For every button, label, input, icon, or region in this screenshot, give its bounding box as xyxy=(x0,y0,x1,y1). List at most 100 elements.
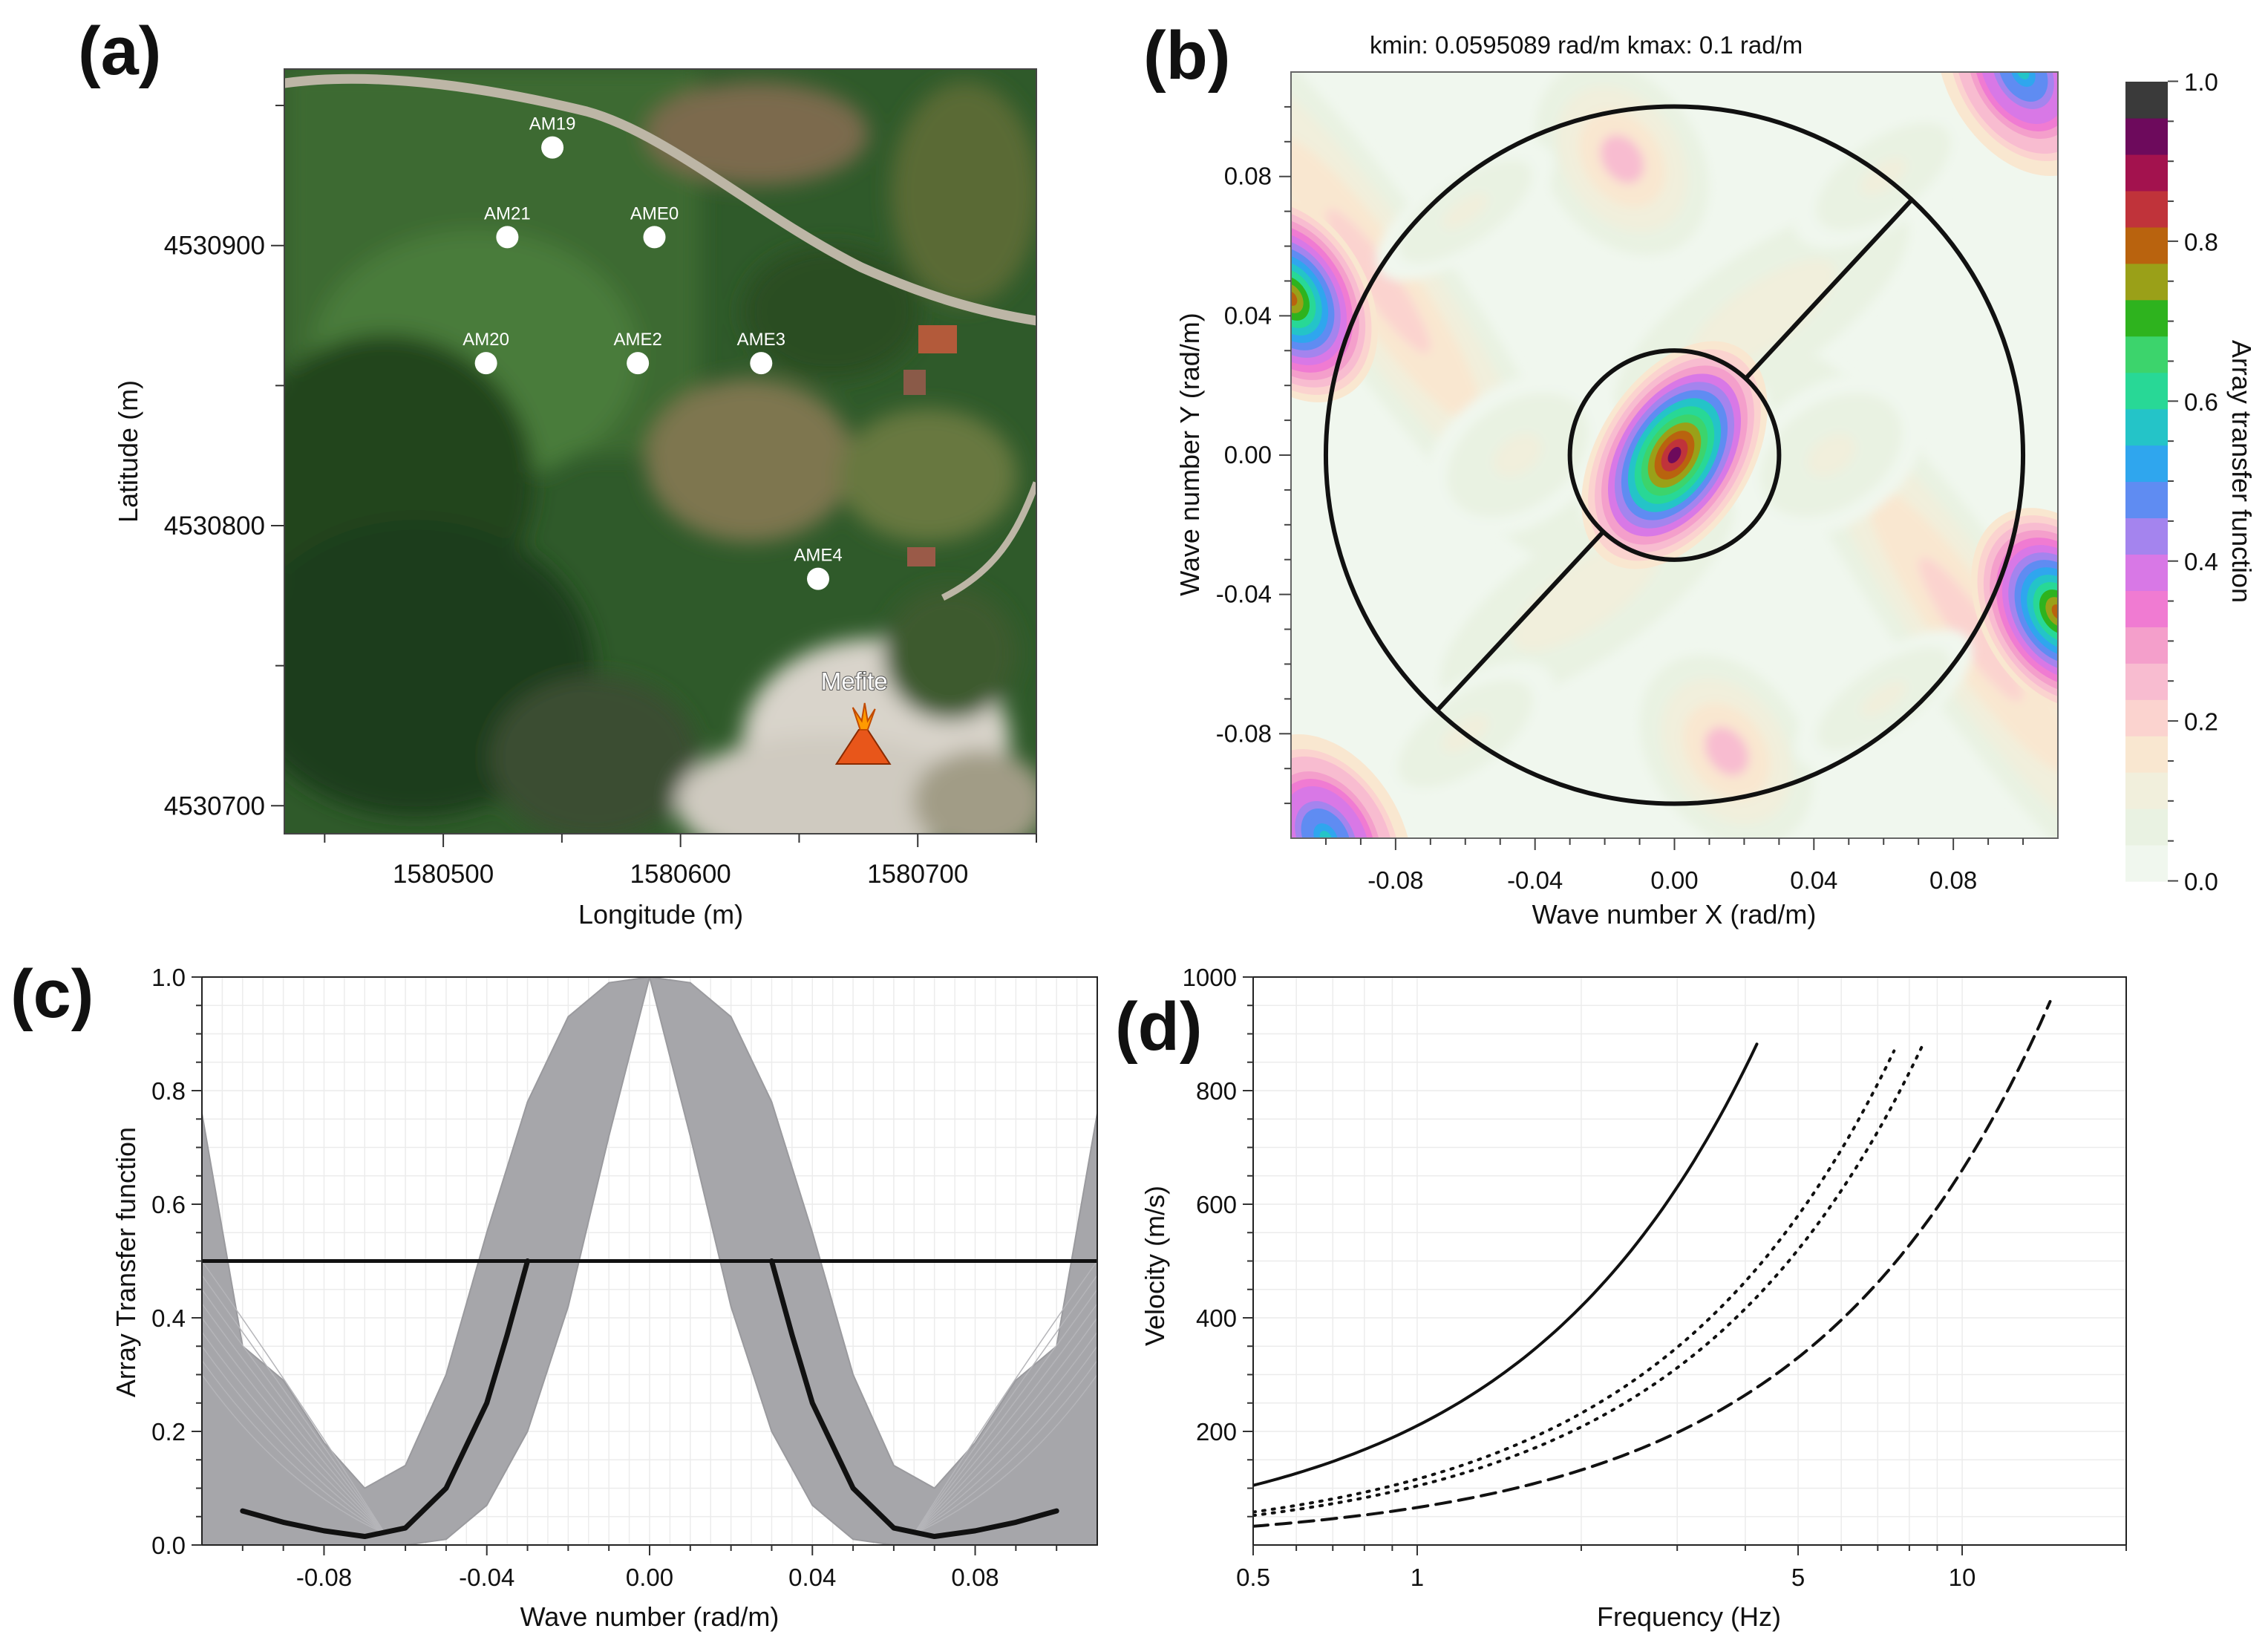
x-tick-label: 0.08 xyxy=(951,1564,999,1591)
resolution-curves xyxy=(1253,999,2052,1528)
mefite-label: Mefite xyxy=(821,667,888,695)
y-tick-label: 4530900 xyxy=(164,232,265,261)
y-tick-label: 0.6 xyxy=(151,1191,186,1218)
x-tick-label: 1 xyxy=(1411,1564,1424,1591)
fringe-line xyxy=(202,1303,386,1535)
wavenumber-circle xyxy=(1567,348,1782,562)
wavenumber-circles xyxy=(1323,104,2026,806)
x-tick-label: 0.00 xyxy=(1650,866,1698,894)
y-tick-label: 400 xyxy=(1196,1304,1237,1332)
x-tick-label: 0.04 xyxy=(788,1564,836,1591)
fringe-line xyxy=(913,1275,1097,1535)
y-tick-label: 0.8 xyxy=(151,1077,186,1105)
ridge-level xyxy=(1326,209,1431,353)
colorbar-tick-label: 1.0 xyxy=(2184,68,2218,96)
y-tick-label: 600 xyxy=(1196,1191,1237,1218)
colorbar-swatch xyxy=(2125,372,2168,410)
panel-c-xlabel: Wave number (rad/m) xyxy=(520,1601,780,1632)
atf-lines xyxy=(202,1258,1097,1540)
panel-b-axes: -0.08 -0.04 0.00 0.04 0.08 -0.08 -0.04 0.00 0.04… xyxy=(1216,105,2024,894)
building-roof xyxy=(918,325,957,353)
station-label: AM21 xyxy=(484,203,531,223)
panel-b-label: (b) xyxy=(1143,18,1230,94)
y-tick-label: 800 xyxy=(1196,1077,1237,1105)
panel-a-axes: 1580500 1580600 1580700 4530700 4530800 45309… xyxy=(164,105,1037,889)
colorbar-tick-label: 0.0 xyxy=(2184,868,2218,895)
station-marker xyxy=(541,136,564,159)
sidelobe-ridge xyxy=(1376,142,1555,281)
panel-d-grid xyxy=(1253,977,2127,1545)
fringe-line xyxy=(202,1261,386,1535)
colorbar-swatch xyxy=(2125,736,2168,773)
y-tick-label: -0.04 xyxy=(1216,581,1272,608)
y-tick-label: 0.4 xyxy=(151,1304,186,1332)
colorbar-swatch xyxy=(2125,554,2168,591)
volcano-icon xyxy=(834,702,892,765)
colorbar-swatch xyxy=(2125,699,2168,736)
satellite-image xyxy=(284,69,1036,834)
colorbar-swatch xyxy=(2125,190,2168,228)
x-tick-label: -0.08 xyxy=(1367,866,1423,894)
colorbar-tick-label: 0.6 xyxy=(2184,388,2218,416)
fringe-line xyxy=(913,1289,1097,1535)
colorbar-swatch xyxy=(2125,809,2168,846)
x-tick-label: -0.08 xyxy=(296,1564,352,1591)
fringe-line xyxy=(202,1289,386,1535)
contour-level xyxy=(2010,72,2036,87)
stations-layer: AM19 AM21 AME0 AM20 AME2 AME3 AME4 xyxy=(463,114,843,590)
y-tick-label: 4530700 xyxy=(164,791,265,820)
contour-level xyxy=(2045,597,2058,627)
colorbar-swatch xyxy=(2125,82,2168,119)
y-tick-label: 0.00 xyxy=(1224,441,1272,468)
station-marker xyxy=(627,352,650,375)
x-tick-label: -0.04 xyxy=(459,1564,514,1591)
velocity-curve-dotted-1 xyxy=(1253,1049,1896,1514)
colorbar-swatch xyxy=(2125,845,2168,882)
fringe-line xyxy=(913,1331,1097,1535)
y-tick-label: 0.04 xyxy=(1224,301,1272,329)
y-tick-label: 0.08 xyxy=(1224,163,1272,190)
y-tick-label: 1000 xyxy=(1183,964,1237,991)
wavenumber-circle xyxy=(1323,104,2026,806)
atf-curve-left xyxy=(240,1258,531,1540)
x-tick-label: 1580700 xyxy=(867,860,968,889)
colorbar-swatch xyxy=(2125,481,2168,519)
panel-d-ylabel: Velocity (m/s) xyxy=(1140,1186,1170,1346)
ridge-level xyxy=(1861,682,1906,716)
fringe-line xyxy=(914,1374,1097,1535)
volcano-eruption xyxy=(852,702,876,731)
colorbar-swatch xyxy=(2125,263,2168,301)
panel-c: (c) -0.08 -0.04 0.00 0.04 0.08 0.0 0.2 0.4 0.6 0.… xyxy=(10,956,1098,1632)
fringe-line xyxy=(202,1317,386,1535)
colorbar: 0.0 0.2 0.4 0.6 0.8 1.0 xyxy=(2125,68,2218,895)
panel-c-axes: -0.08 -0.04 0.00 0.04 0.08 0.0 0.2 0.4 0.6 0.8 1.0 xyxy=(151,964,1058,1591)
panel-b-title: kmin: 0.0595089 rad/m kmax: 0.1 rad/m xyxy=(1370,31,1803,59)
velocity-curve-dashed xyxy=(1253,999,2052,1528)
ridge-level xyxy=(1725,287,1799,344)
x-tick-label: 0.08 xyxy=(1929,866,1977,894)
x-tick-label: 1580500 xyxy=(393,860,494,889)
panel-b-ylabel: Wave number Y (rad/m) xyxy=(1174,313,1205,595)
panel-b: (b) kmin: 0.0595089 rad/m kmax: 0.1 rad/… xyxy=(1143,18,2257,930)
contour-level xyxy=(1291,283,1304,313)
panel-a-xlabel: Longitude (m) xyxy=(578,899,743,930)
fringe-line xyxy=(913,1345,1097,1535)
colorbar-swatch xyxy=(2125,408,2168,446)
colorbar-swatch xyxy=(2125,445,2168,483)
atf-curve-right xyxy=(768,1258,1059,1540)
panel-a: (a) xyxy=(78,13,1037,930)
y-tick-label: 200 xyxy=(1196,1418,1237,1446)
y-tick-label: 4530800 xyxy=(164,512,265,540)
x-tick-label: 10 xyxy=(1949,1564,1976,1591)
station-label: AME4 xyxy=(794,546,842,566)
fringe-line xyxy=(202,1345,386,1535)
sidelobe-ridge xyxy=(1736,372,1927,538)
contour-level xyxy=(1319,831,1333,838)
panel-d-axes: 0.5 1 5 10 200 400 600 800 1000 xyxy=(1183,964,2127,1591)
station-label: AME2 xyxy=(613,330,661,350)
panel-c-label: (c) xyxy=(10,956,94,1032)
main-lobe xyxy=(1581,341,1768,569)
x-tick-label: -0.04 xyxy=(1507,866,1563,894)
colorbar-swatch xyxy=(2125,772,2168,809)
